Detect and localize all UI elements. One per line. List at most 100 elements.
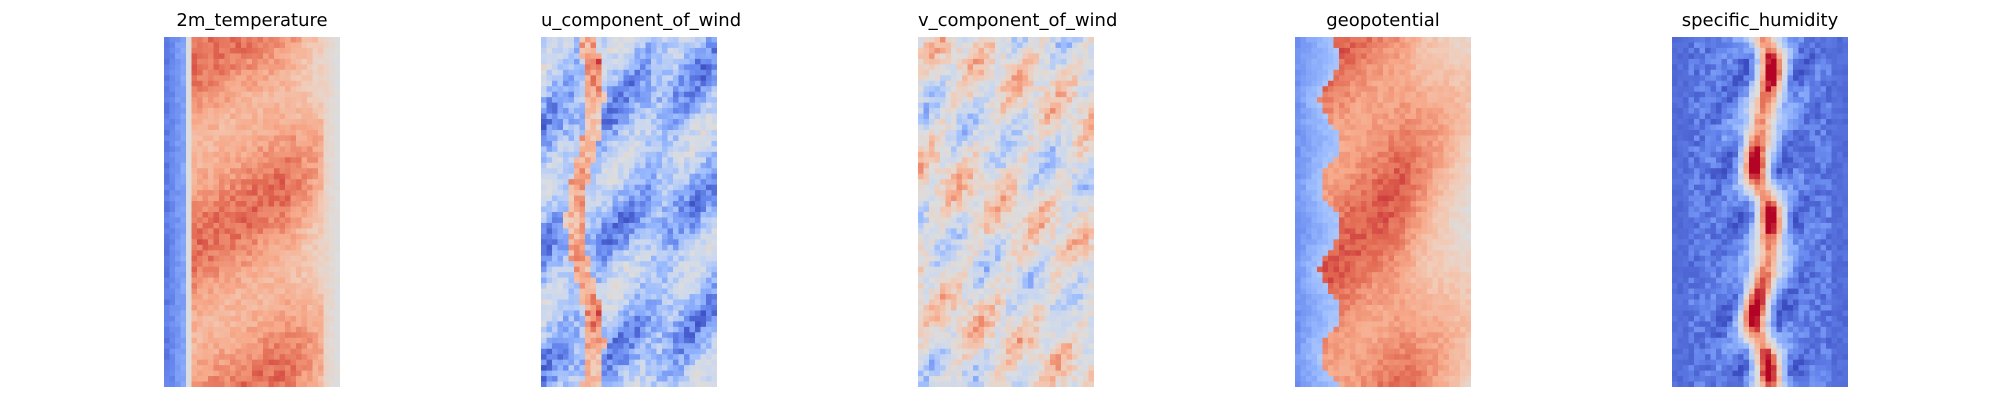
heatmap-cell: [579, 343, 586, 350]
heatmap-cell: [219, 162, 226, 169]
heatmap-cell: [197, 140, 204, 147]
heatmap-cell: [230, 75, 237, 82]
heatmap-cell: [274, 151, 281, 158]
heatmap-cell: [334, 283, 340, 290]
heatmap-cell: [235, 195, 242, 202]
heatmap-cell: [257, 91, 264, 98]
heatmap-cell: [257, 343, 264, 350]
heatmap-cell: [673, 222, 680, 230]
heatmap-cell: [673, 168, 680, 175]
heatmap-cell: [301, 86, 308, 93]
heatmap-cell: [673, 261, 680, 268]
heatmap-cell: [651, 376, 658, 383]
heatmap-cell: [164, 359, 171, 366]
heatmap-cell: [634, 58, 641, 65]
heatmap-cell: [169, 217, 176, 224]
heatmap-cell: [612, 217, 619, 224]
heatmap-cell: [634, 272, 641, 279]
heatmap-cell: [601, 64, 608, 71]
heatmap-cell: [629, 80, 636, 87]
heatmap-cell: [241, 206, 248, 213]
heatmap-cell: [257, 151, 264, 158]
heatmap-cell: [263, 129, 270, 137]
heatmap-cell: [1050, 113, 1057, 120]
heatmap-cell: [651, 277, 658, 284]
heatmap-cell: [601, 69, 608, 76]
heatmap-cell: [640, 58, 647, 65]
heatmap-cell: [940, 53, 947, 60]
heatmap-cell: [618, 244, 625, 251]
heatmap-cell: [257, 359, 264, 366]
heatmap-cell: [285, 190, 292, 197]
heatmap-cell: [695, 337, 702, 344]
heatmap-cell: [197, 277, 204, 284]
heatmap-cell: [235, 272, 242, 279]
heatmap-cell: [268, 124, 275, 131]
heatmap-cell: [700, 108, 707, 115]
heatmap-cell: [274, 376, 281, 383]
heatmap-cell: [285, 91, 292, 98]
heatmap-cell: [1077, 58, 1084, 65]
heatmap-cell: [541, 135, 548, 142]
heatmap-cell: [1006, 80, 1013, 87]
heatmap-cell: [219, 97, 226, 104]
heatmap-cell: [579, 376, 586, 383]
heatmap-cell: [208, 47, 215, 55]
heatmap-cell: [164, 69, 171, 76]
heatmap-cell: [662, 179, 669, 186]
heatmap-cell: [252, 239, 259, 246]
heatmap-cell: [607, 337, 614, 344]
heatmap-cell: [208, 162, 215, 169]
heatmap-cell: [623, 255, 630, 262]
heatmap-cell: [1044, 146, 1051, 153]
heatmap-cell: [923, 86, 930, 93]
heatmap-cell: [197, 190, 204, 197]
heatmap-cell: [285, 337, 292, 344]
heatmap-cell: [546, 321, 553, 328]
heatmap-cell: [1077, 162, 1084, 169]
heatmap-cell: [546, 343, 553, 350]
heatmap-cell: [934, 80, 941, 87]
heatmap-cell: [1033, 47, 1040, 55]
heatmap-cell: [197, 42, 204, 49]
heatmap-cell: [290, 255, 297, 262]
heatmap-cell: [684, 233, 691, 240]
heatmap-cell: [230, 113, 237, 120]
heatmap-cell: [235, 42, 242, 49]
heatmap-cell: [241, 277, 248, 284]
heatmap-cell: [973, 75, 980, 82]
heatmap-cell: [568, 217, 575, 224]
heatmap-cell: [645, 212, 652, 219]
heatmap-cell: [1000, 37, 1007, 44]
heatmap-cell: [940, 86, 947, 93]
heatmap-cell: [1006, 91, 1013, 98]
heatmap-cell: [962, 64, 969, 71]
heatmap-cell: [1072, 151, 1079, 158]
heatmap-cell: [274, 304, 281, 312]
heatmap-cell: [224, 255, 231, 262]
heatmap-cell: [1083, 102, 1090, 109]
heatmap-cell: [973, 69, 980, 76]
heatmap-cell: [230, 168, 237, 175]
heatmap-cell: [334, 288, 340, 295]
heatmap-cell: [618, 102, 625, 109]
heatmap-cell: [186, 64, 193, 71]
heatmap-cell: [318, 97, 325, 104]
heatmap-cell: [268, 162, 275, 169]
heatmap-cell: [678, 190, 685, 197]
heatmap-cell: [984, 184, 991, 191]
heatmap-cell: [230, 261, 237, 268]
heatmap-cell: [557, 354, 564, 361]
heatmap-cell: [673, 283, 680, 290]
heatmap-cell: [241, 332, 248, 339]
heatmap-cell: [197, 119, 204, 126]
heatmap-cell: [989, 162, 996, 169]
heatmap-cell: [579, 146, 586, 153]
heatmap-cell: [312, 354, 319, 361]
heatmap-cell: [312, 42, 319, 49]
heatmap-cell: [1028, 157, 1035, 164]
heatmap-cell: [623, 359, 630, 366]
heatmap-cell: [1033, 69, 1040, 76]
heatmap-cell: [1072, 168, 1079, 175]
heatmap-cell: [923, 179, 930, 186]
